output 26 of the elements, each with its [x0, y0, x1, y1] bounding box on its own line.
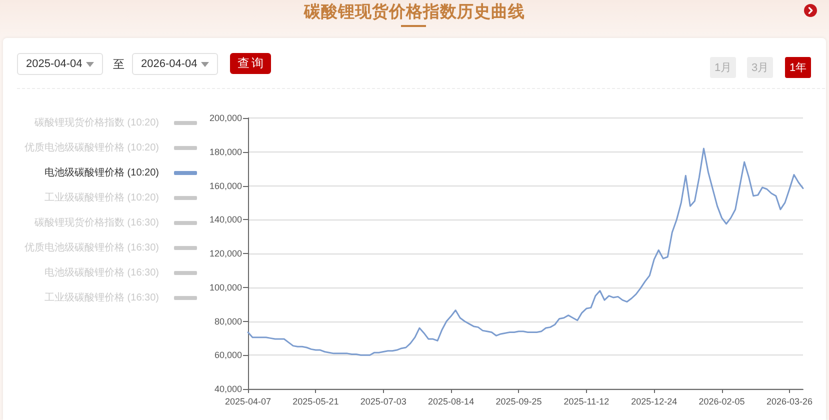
y-tick-label: 180,000 — [209, 146, 242, 157]
x-tick-label: 2025-08-14 — [428, 396, 474, 406]
x-tick-label: 2025-09-25 — [496, 396, 542, 406]
period-button[interactable]: 1年 — [785, 57, 811, 78]
date-field[interactable]: 2026-04-04 — [132, 53, 218, 75]
y-tick-label: 40,000 — [214, 384, 242, 394]
x-tick-label: 2026-03-26 — [766, 396, 812, 406]
date-field[interactable]: 2025-04-04 — [17, 53, 103, 75]
x-tick-label: 2025-04-07 — [224, 396, 272, 406]
y-tick-label: 200,000 — [209, 113, 242, 123]
chart-title: 碳酸锂现货价格指数历史曲线 — [302, 2, 526, 22]
y-tick-label: 100,000 — [209, 282, 242, 292]
y-tick-label: 80,000 — [214, 316, 242, 326]
x-tick-label: 2025-05-21 — [292, 396, 339, 406]
query-button[interactable]: 查询 — [230, 53, 271, 74]
y-tick-label: 60,000 — [214, 350, 242, 360]
text: 至 — [113, 58, 125, 72]
x-tick-label: 2025-07-03 — [360, 396, 406, 406]
y-tick-label: 140,000 — [209, 214, 242, 225]
x-tick-label: 2025-11-12 — [564, 396, 610, 406]
y-tick-label: 120,000 — [209, 248, 242, 258]
line-series — [247, 148, 804, 356]
x-tick-label: 2026-02-05 — [698, 396, 745, 406]
x-tick-label: 2025-12-24 — [631, 396, 678, 406]
y-tick-label: 160,000 — [209, 180, 242, 191]
legend-label: 电池级碳酸锂价格 (10:20) — [44, 166, 159, 178]
